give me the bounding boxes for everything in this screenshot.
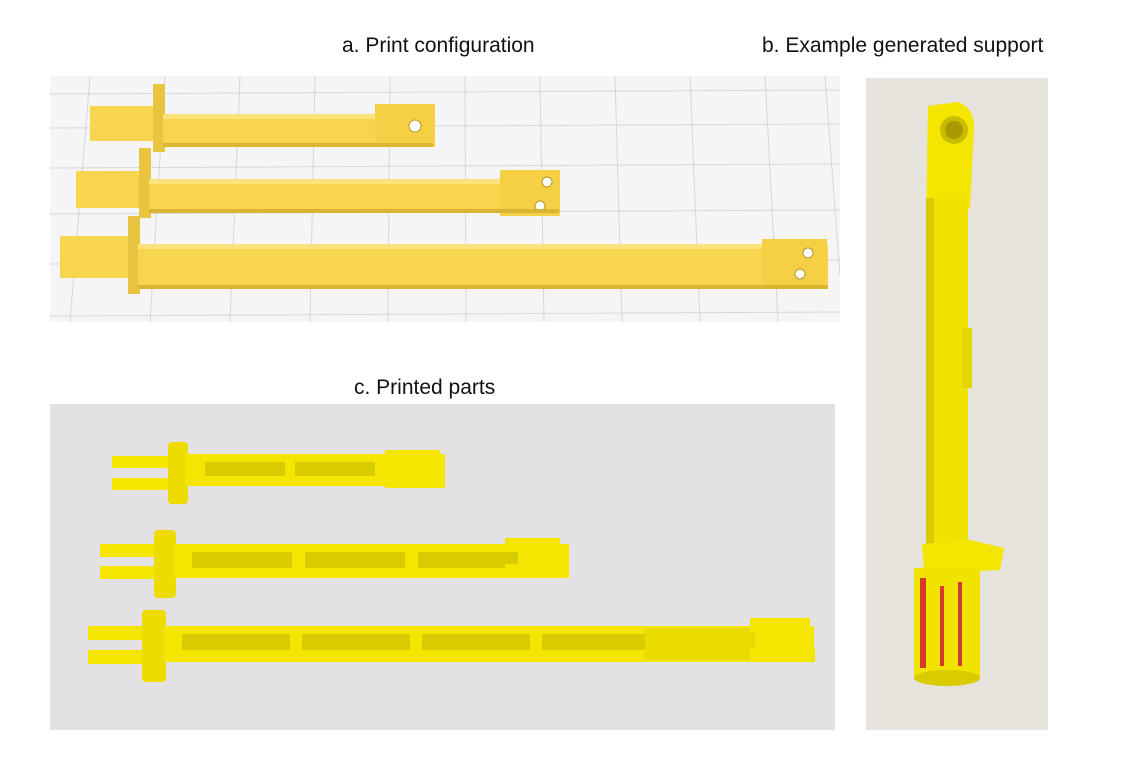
example-support-photo	[866, 78, 1048, 730]
printed-rod-long	[88, 610, 815, 682]
caption-example-generated-support: b. Example generated support	[762, 34, 1044, 57]
printed-rod-short	[112, 442, 445, 504]
model-rod-medium	[76, 148, 560, 218]
model-rod-long	[60, 216, 828, 294]
caption-print-configuration: a. Print configuration	[342, 34, 535, 57]
printed-rod-medium	[100, 530, 569, 598]
model-rod-short	[90, 84, 435, 152]
caption-printed-parts: c. Printed parts	[354, 376, 496, 399]
printed-parts-photo	[50, 404, 835, 730]
print-configuration-image	[50, 76, 840, 322]
print-configuration-render	[50, 76, 840, 322]
printed-parts-image	[88, 442, 815, 682]
example-support-image	[914, 102, 1004, 686]
